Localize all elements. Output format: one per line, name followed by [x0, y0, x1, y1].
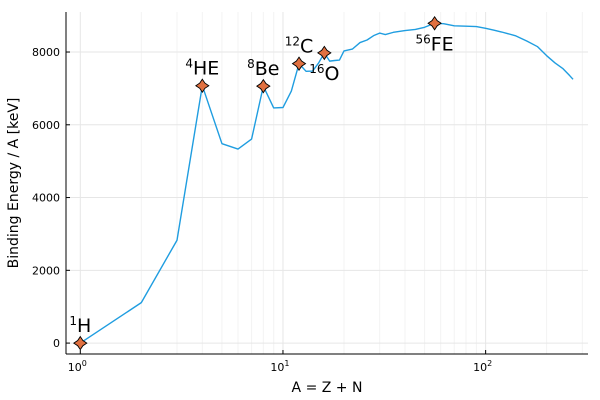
- point-annotation: 4HE: [185, 57, 219, 80]
- mass-number: 1: [69, 314, 77, 328]
- data-point-marker: [317, 45, 332, 61]
- mass-number: 16: [309, 62, 324, 76]
- x-tick-label: 100: [68, 359, 87, 374]
- binding-energy-line: [79, 22, 574, 344]
- element-symbol: O: [324, 63, 339, 85]
- element-symbol: Be: [255, 58, 280, 80]
- mass-number: 4: [185, 57, 193, 71]
- axes: [65, 12, 588, 355]
- point-annotation: 12C: [285, 35, 314, 58]
- element-symbol: FE: [431, 33, 454, 55]
- data-point-marker: [427, 15, 442, 31]
- y-tick-label: 0: [53, 337, 60, 350]
- y-axis-title: Binding Energy / A [keV]: [6, 98, 22, 269]
- mass-number: 56: [415, 32, 430, 46]
- x-axis-title: A = Z + N: [292, 380, 363, 396]
- point-annotation: 16O: [309, 62, 339, 85]
- series-line: [79, 22, 574, 344]
- data-point-marker: [291, 56, 307, 71]
- element-symbol: H: [77, 315, 91, 337]
- point-annotation: 56FE: [415, 32, 453, 55]
- point-annotation: 8Be: [247, 57, 279, 80]
- data-point-marker: [72, 335, 88, 351]
- tick-labels: 100 101 102 0 2000 4000 6000 8000: [32, 46, 492, 374]
- element-symbol: C: [300, 36, 313, 58]
- data-point-marker: [256, 78, 271, 94]
- mass-number: 12: [285, 35, 300, 49]
- x-tick-label: 102: [473, 359, 492, 374]
- grid: [66, 12, 588, 354]
- data-point-marker: [195, 78, 210, 94]
- x-tick-label: 101: [270, 359, 289, 374]
- y-tick-label: 4000: [32, 192, 60, 205]
- mass-number: 8: [247, 57, 255, 71]
- y-tick-label: 8000: [32, 46, 60, 59]
- y-tick-label: 6000: [32, 119, 60, 132]
- point-annotation: 1H: [69, 314, 91, 337]
- element-symbol: HE: [193, 58, 219, 80]
- y-tick-label: 2000: [32, 264, 60, 277]
- data-markers: [72, 15, 442, 351]
